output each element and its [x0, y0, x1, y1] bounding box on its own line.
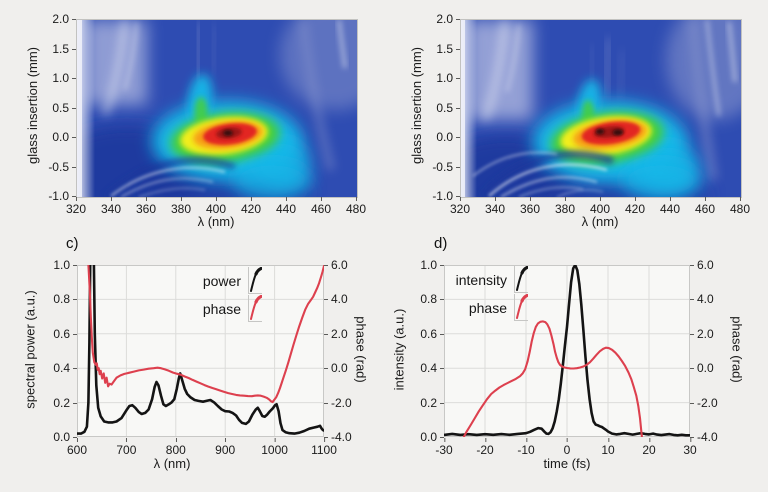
panel-c-legend: power phase: [150, 266, 263, 322]
phase-curve-icon: [514, 293, 529, 321]
panel-d-letter: d): [434, 235, 448, 252]
panel-d-yticks-right: 6.0 4.0 2.0 0.0 -2.0 -4.0: [690, 258, 718, 444]
intensity-curve-icon: [514, 265, 529, 293]
panel-d-pulse-chart: [444, 265, 690, 437]
panel-b-xlabel: λ (nm): [581, 214, 619, 229]
power-curve-icon: [248, 266, 263, 294]
panel-d-xlabel: time (fs): [543, 456, 591, 471]
panel-c-spectrum-chart: [77, 265, 324, 437]
legend-label-power: power: [202, 272, 241, 289]
legend-row-phase: phase: [450, 293, 529, 321]
legend-row-power: power: [150, 266, 263, 294]
panel-a-heatmap: [76, 19, 358, 198]
panel-c-xticks: 600 700 800 900 1000 1100: [66, 438, 337, 457]
legend-label-phase: phase: [202, 300, 241, 317]
legend-label-intensity: intensity: [455, 271, 507, 288]
panel-b-xticks: 320 340 360 380 400 420 440 460 480: [449, 197, 751, 216]
legend-row-intensity: intensity: [450, 265, 529, 293]
panel-c-yticks-left: 1.0 0.8 0.6 0.4 0.2 0.0: [53, 258, 77, 444]
panel-a-yticks: 2.0 1.5 1.0 0.5 0.0 -0.5 -1.0: [48, 12, 76, 203]
panel-d-xticks: -30 -20 -10 0 10 20 30: [435, 438, 697, 457]
panel-c-yticks-right: 6.0 4.0 2.0 0.0 -2.0 -4.0: [324, 258, 352, 444]
legend-row-phase: phase: [150, 294, 263, 322]
dscan-trace-retrieved-image: [461, 20, 741, 197]
dscan-trace-measured-image: [77, 20, 357, 197]
panel-c-xlabel: λ (nm): [153, 456, 191, 471]
panel-d-legend: intensity phase: [450, 265, 529, 321]
panel-b-yticks: 2.0 1.5 1.0 0.5 0.0 -0.5 -1.0: [432, 12, 460, 203]
phase-curve-icon: [248, 294, 263, 322]
legend-label-phase: phase: [468, 299, 507, 316]
panel-b-heatmap: [460, 19, 742, 198]
panel-a-xlabel: λ (nm): [197, 214, 235, 229]
panel-a-xticks: 320 340 360 380 400 420 440 460 480: [65, 197, 367, 216]
panel-c-letter: c): [66, 235, 79, 252]
panel-d-yticks-left: 1.0 0.8 0.6 0.4 0.2 0.0: [420, 258, 444, 444]
